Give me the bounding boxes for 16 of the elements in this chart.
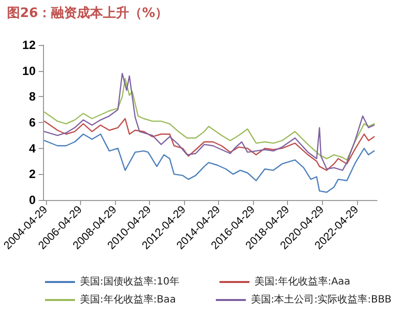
legend-label: 美国:年化收益率:Baa [80,294,176,306]
legend-label: 美国:年化收益率:Aaa [254,276,350,288]
chart-title: 图26：融资成本上升（%） [7,5,168,21]
y-tick-label: 8 [28,90,36,104]
y-tick-label: 10 [22,64,36,78]
legend-label: 美国:本土公司:实际收益率:BBB [250,294,392,306]
y-tick-label: 4 [28,141,36,156]
y-tick-label: 12 [22,38,36,52]
line-series [44,78,375,161]
legend-label: 美国:国债收益率:10年 [80,276,180,288]
line-series [44,118,375,171]
y-tick-label: 0 [28,193,36,207]
line-series [44,72,375,171]
y-tick-label: 2 [28,167,36,182]
y-tick-label: 6 [28,116,36,130]
line-series [44,134,375,193]
